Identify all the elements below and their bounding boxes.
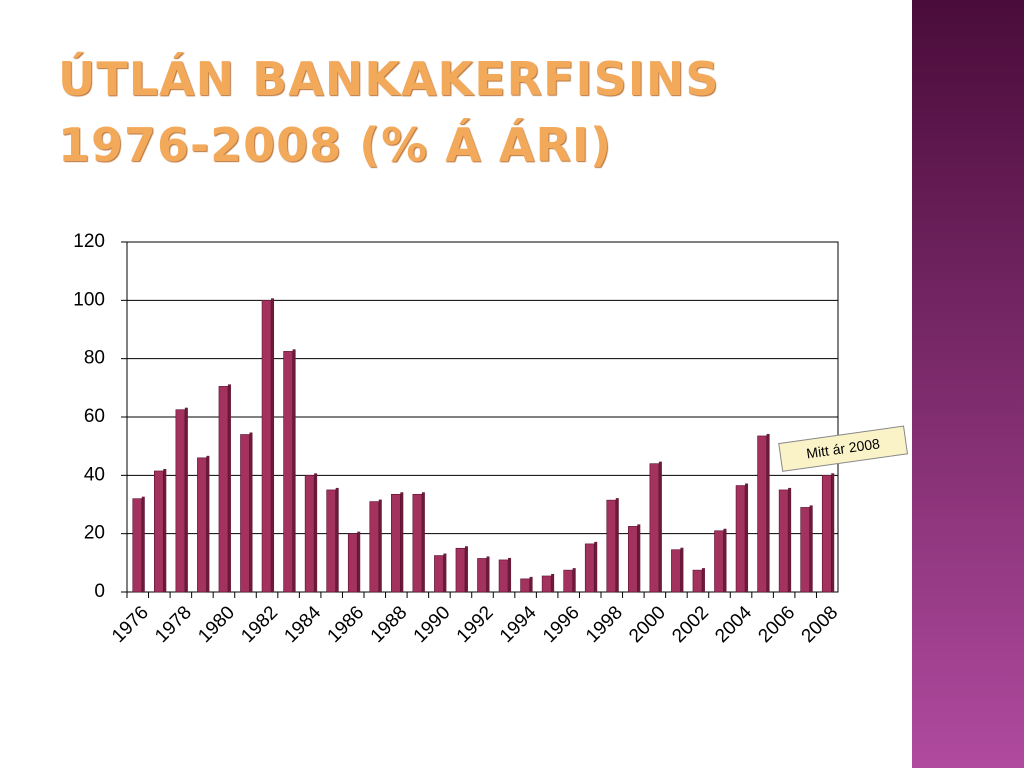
bar-side <box>357 531 361 592</box>
bar <box>347 533 358 593</box>
bar-side <box>335 487 339 592</box>
bar <box>671 549 681 593</box>
bar-side <box>788 487 792 592</box>
x-tick-label: 1984 <box>280 602 325 647</box>
y-tick-label: 60 <box>84 406 105 427</box>
bar-side <box>766 433 770 592</box>
bar-side <box>163 468 167 592</box>
bar <box>132 498 143 593</box>
x-tick-label: 2002 <box>668 602 713 647</box>
x-tick-label: 1996 <box>539 602 584 647</box>
x-tick-label: 1978 <box>151 602 196 647</box>
bar <box>563 569 573 593</box>
y-tick-label: 120 <box>73 231 105 252</box>
y-tick-label: 40 <box>84 464 105 485</box>
bar-side <box>572 568 576 592</box>
bar <box>649 463 660 593</box>
bar-side <box>615 498 619 592</box>
bar-side <box>421 492 425 592</box>
bar-side <box>831 473 835 592</box>
x-tick-label: 2008 <box>798 602 843 647</box>
bar <box>175 409 186 593</box>
bar <box>455 547 466 593</box>
bar-side <box>443 553 447 592</box>
bar-side <box>314 473 318 592</box>
bar <box>197 457 207 593</box>
bar-side <box>378 499 382 592</box>
bar <box>283 351 293 593</box>
bar-side <box>745 483 749 592</box>
bar <box>628 526 638 593</box>
bar-side <box>400 492 404 592</box>
bar <box>477 558 487 593</box>
bar-side <box>206 455 210 592</box>
y-tick-label: 100 <box>73 289 105 310</box>
slide-title: ÚTLÁN BANKAKERFISINS 1976-2008 (% Á ÁRI) <box>58 52 720 172</box>
bar-side <box>184 407 188 592</box>
x-tick-label: 1992 <box>453 602 498 647</box>
bar <box>369 501 380 593</box>
bar-side <box>594 541 598 592</box>
bar <box>692 569 703 593</box>
annotation: Mitt ár 2008 <box>778 425 909 472</box>
bar <box>154 470 164 593</box>
bar-side <box>809 505 813 592</box>
x-tick-label: 2000 <box>625 602 670 647</box>
bar-side <box>723 528 727 592</box>
x-tick-label: 1990 <box>410 602 455 647</box>
bar <box>498 559 509 593</box>
bar <box>261 300 272 593</box>
x-tick-label: 1994 <box>496 602 541 647</box>
y-tick-label: 20 <box>84 523 105 544</box>
y-tick-label: 80 <box>84 348 105 369</box>
y-tick-label: 0 <box>94 581 105 602</box>
bar <box>326 489 336 593</box>
bar <box>412 493 423 593</box>
bar-side <box>529 576 533 592</box>
bar-side <box>551 573 555 592</box>
bar <box>218 386 229 593</box>
bar-side <box>658 461 662 592</box>
bar <box>757 435 767 593</box>
bar-side <box>680 547 684 592</box>
x-tick-label: 1982 <box>237 602 282 647</box>
bar <box>391 493 401 593</box>
bar <box>735 485 746 593</box>
x-tick-label: 1986 <box>324 602 369 647</box>
bar-side <box>292 349 296 592</box>
x-tick-label: 2004 <box>711 602 756 647</box>
bar <box>800 507 810 593</box>
bar <box>541 575 552 593</box>
bar-side <box>637 524 641 592</box>
x-tick-label: 1976 <box>108 602 153 647</box>
bar-side <box>508 557 512 592</box>
chart: 0204060801001201976197819801982198419861… <box>73 231 909 647</box>
bar <box>606 499 617 593</box>
bar-side <box>249 432 253 592</box>
x-tick-label: 1980 <box>194 602 239 647</box>
bar-side <box>701 568 705 592</box>
x-tick-label: 2006 <box>754 602 799 647</box>
bar-side <box>271 298 275 592</box>
bar-side <box>486 556 490 592</box>
annotation-box <box>778 425 909 472</box>
bar <box>304 475 315 593</box>
bar <box>520 578 530 593</box>
bar <box>584 543 595 593</box>
bar <box>714 530 724 593</box>
bar <box>240 434 250 593</box>
bar <box>778 489 789 593</box>
side-panel <box>912 0 1024 768</box>
x-tick-label: 1998 <box>582 602 627 647</box>
bar-side <box>227 384 231 592</box>
bar <box>434 555 444 593</box>
bar <box>821 475 832 593</box>
x-tick-label: 1988 <box>367 602 412 647</box>
bar-side <box>141 496 145 592</box>
bar-side <box>464 546 468 592</box>
